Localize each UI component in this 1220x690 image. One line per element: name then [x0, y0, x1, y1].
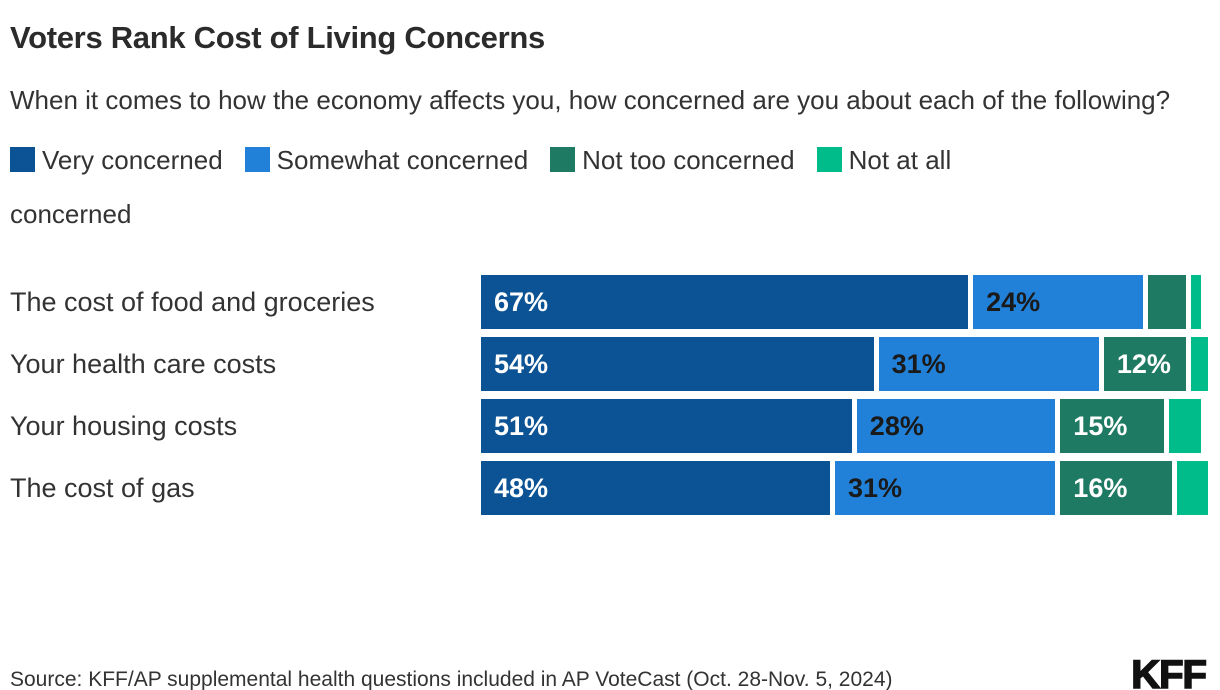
bar-value-label: 48%	[494, 473, 549, 503]
bar-segment-very-concerned: 54%	[481, 337, 874, 391]
legend-label: Somewhat concerned	[276, 145, 529, 175]
bar-segment-somewhat-concerned: 31%	[873, 337, 1099, 391]
chart-subtitle: When it comes to how the economy affects…	[10, 85, 1171, 115]
bar-segment-not-at-all-concerned	[1164, 399, 1201, 453]
bar-row: The cost of food and groceries 67% 24%	[10, 275, 1210, 329]
bar-row: The cost of gas 48% 31% 16%	[10, 461, 1210, 515]
legend-item-very-concerned: Very concerned	[10, 145, 223, 175]
bar-row-label: Your health care costs	[10, 348, 277, 379]
bar-segment-not-too-concerned: 15%	[1055, 399, 1165, 453]
bar-segment-not-at-all-concerned	[1186, 275, 1201, 329]
chart-card: Voters Rank Cost of Living Concerns When…	[0, 20, 1220, 690]
legend-label: Very concerned	[42, 145, 223, 175]
bar-segment-very-concerned: 48%	[481, 461, 830, 515]
bar-value-label: 31%	[891, 349, 946, 379]
legend-swatch-icon	[816, 147, 842, 172]
bar-value-label: 54%	[494, 349, 549, 379]
bar-value-label: 15%	[1073, 411, 1128, 441]
bar-track: 54% 31% 12%	[481, 337, 1208, 391]
bar-segment-not-at-all-concerned	[1186, 337, 1208, 391]
bar-segment-somewhat-concerned: 28%	[851, 399, 1056, 453]
legend: Very concerned Somewhat concerned Not too …	[10, 133, 1210, 241]
bar-segment-very-concerned: 67%	[481, 275, 969, 329]
legend-item-not-too-concerned: Not too concerned	[550, 145, 795, 175]
legend-label: Not at all concerned	[10, 145, 952, 229]
bar-value-label: 28%	[869, 411, 924, 441]
bar-track: 67% 24%	[481, 275, 1208, 329]
kff-logo: KFF	[1130, 653, 1207, 690]
source-note: Source: KFF/AP supplemental health quest…	[10, 668, 893, 690]
bar-segment-not-too-concerned: 12%	[1098, 337, 1187, 391]
bar-row-label: The cost of food and groceries	[10, 286, 375, 317]
bar-segment-somewhat-concerned: 24%	[968, 275, 1143, 329]
bar-row: Your health care costs 54% 31% 12%	[10, 337, 1210, 391]
legend-swatch-icon	[244, 147, 270, 172]
bar-value-label: 51%	[494, 411, 549, 441]
legend-swatch-icon	[550, 147, 576, 172]
bar-row: Your housing costs 51% 28% 15%	[10, 399, 1210, 453]
bar-track: 51% 28% 15%	[481, 399, 1208, 453]
legend-label: Not too concerned	[582, 145, 795, 175]
stacked-bar-chart: The cost of food and groceries 67% 24% Your…	[10, 275, 1210, 515]
legend-item-not-at-all-concerned: Not at all concerned	[10, 145, 951, 229]
bar-segment-not-too-concerned	[1142, 275, 1187, 329]
legend-swatch-icon	[10, 147, 35, 172]
bar-segment-not-too-concerned: 16%	[1055, 461, 1172, 515]
bar-value-label: 67%	[494, 287, 549, 317]
bar-track: 48% 31% 16%	[481, 461, 1208, 515]
bar-row-label: Your housing costs	[10, 410, 238, 441]
bar-segment-not-at-all-concerned	[1171, 461, 1208, 515]
bar-segment-somewhat-concerned: 31%	[830, 461, 1056, 515]
bar-row-label: The cost of gas	[10, 472, 195, 503]
chart-title: Voters Rank Cost of Living Concerns	[10, 20, 545, 55]
bar-value-label: 31%	[848, 473, 903, 503]
footer: Source: KFF/AP supplemental health quest…	[10, 653, 1208, 690]
bar-segment-very-concerned: 51%	[481, 399, 852, 453]
bar-value-label: 16%	[1073, 473, 1128, 503]
bar-value-label: 12%	[1116, 349, 1171, 379]
legend-item-somewhat-concerned: Somewhat concerned	[244, 145, 529, 175]
bar-value-label: 24%	[986, 287, 1041, 317]
